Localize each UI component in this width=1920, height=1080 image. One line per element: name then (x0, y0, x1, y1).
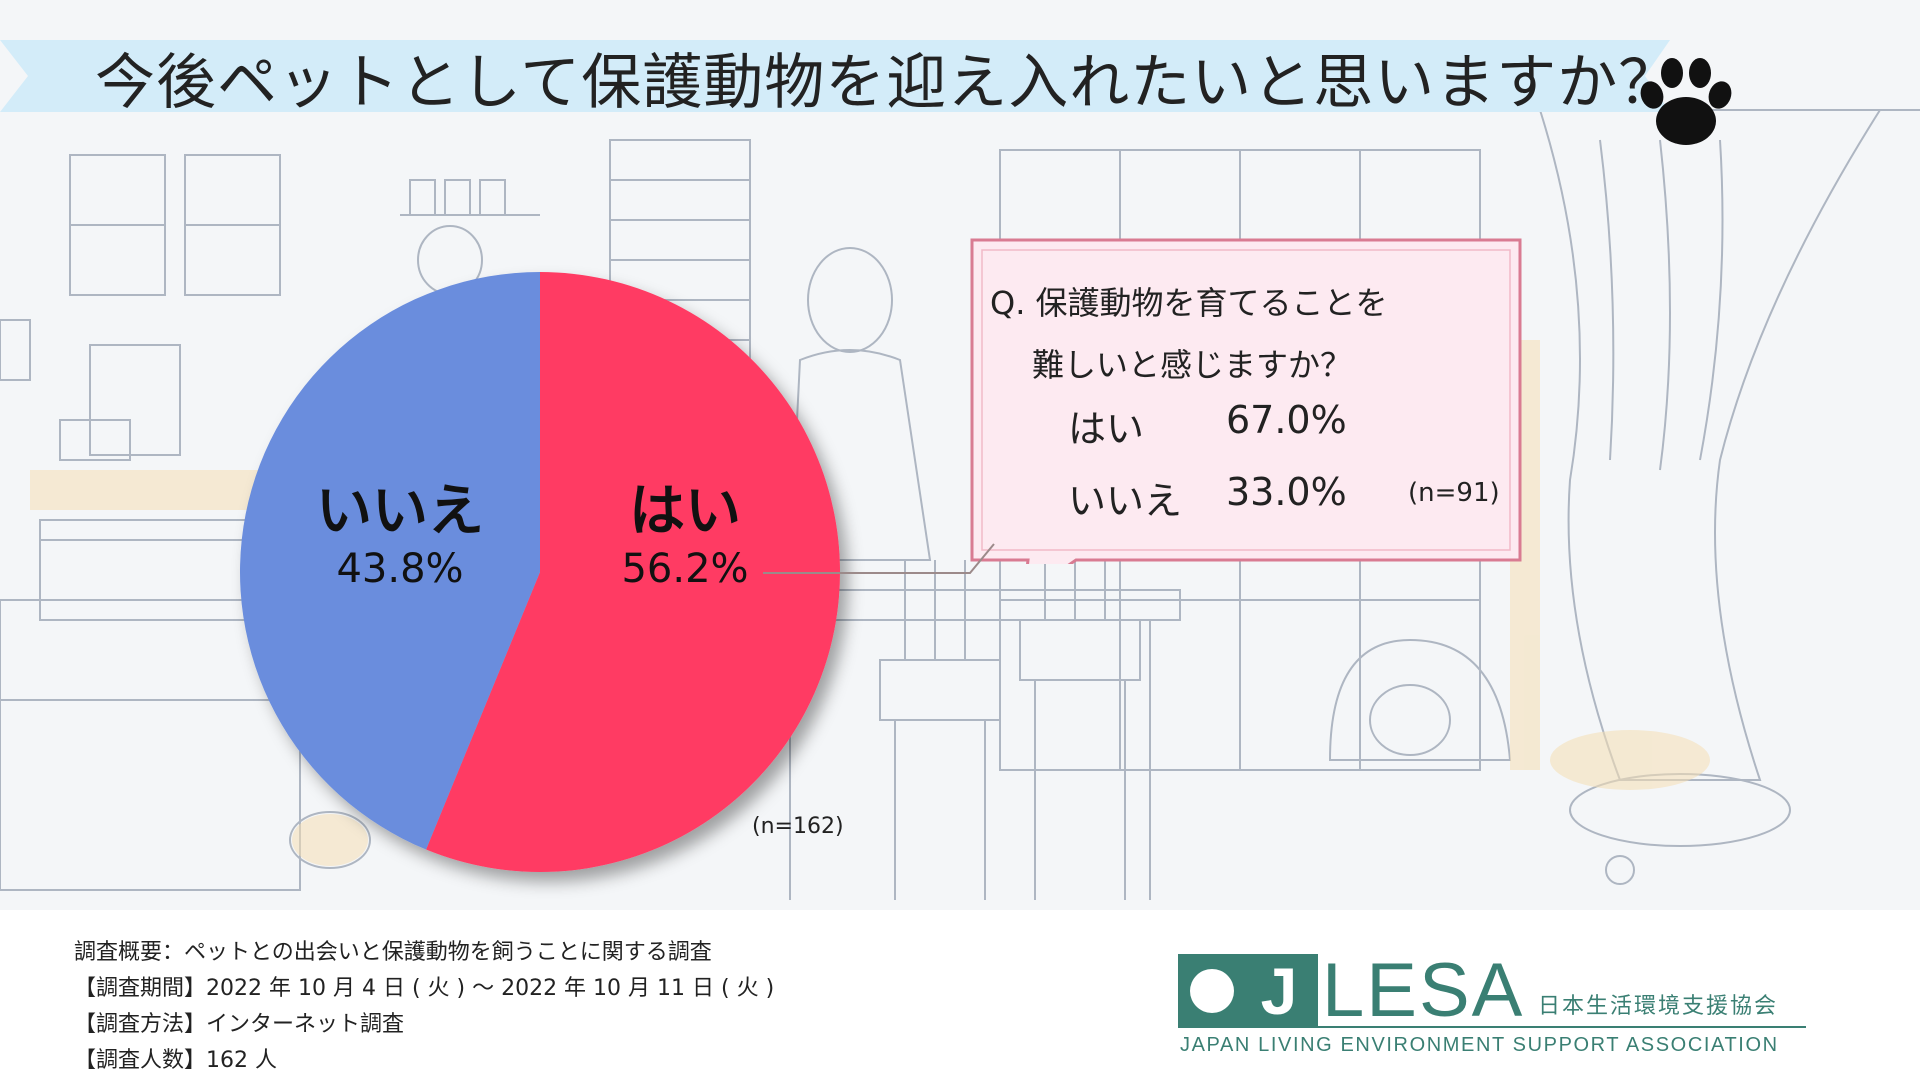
callout-question-line2: 難しいと感じますか？ (1032, 346, 1353, 384)
pie-slice-no (239, 272, 540, 850)
logo-j: J (1260, 954, 1298, 1028)
logo-name-ja: 日本生活環境支援協会 (1538, 994, 1779, 1019)
sample-size-callout: (n=91) (1408, 478, 1500, 508)
callout-answer-no-value: 33.0% (1226, 470, 1347, 514)
logo-lesa: LESA (1322, 948, 1525, 1033)
logo-divider (1178, 1026, 1806, 1028)
callout-pointer (846, 543, 995, 574)
survey-count: 【調査人数】162 人 (74, 1048, 277, 1073)
pie-label-yes-category: はい (629, 479, 741, 544)
callout-question-line1: Q. 保護動物を育てることを (990, 284, 1388, 322)
survey-overview: 調査概要：ペットとの出会いと保護動物を飼うことに関する調査 (74, 940, 712, 965)
pie-label-yes: はい 56.2% (590, 480, 780, 594)
sample-size-main: (n=162) (752, 814, 844, 839)
paw-icon (1640, 58, 1732, 145)
pie-label-no: いいえ 43.8% (290, 480, 510, 594)
pie-label-yes-percent: 56.2% (621, 546, 749, 592)
title-banner (0, 40, 1670, 112)
callout-answer-yes-value: 67.0% (1226, 398, 1347, 442)
pie-label-no-percent: 43.8% (336, 546, 464, 592)
page-title: 今後ペットとして保護動物を迎え入れたいと思いますか？ (95, 48, 1680, 118)
survey-method: 【調査方法】インターネット調査 (74, 1012, 405, 1037)
logo-circle (1190, 969, 1234, 1013)
callout-answer-no-label: いいえ (1068, 479, 1183, 523)
pie-slice-yes (426, 272, 841, 872)
pie-label-no-category: いいえ (316, 479, 484, 544)
callout-answer-yes-label: はい (1068, 407, 1145, 451)
logo-name-en: JAPAN LIVING ENVIRONMENT SUPPORT ASSOCIA… (1180, 1034, 1779, 1056)
survey-period: 【調査期間】2022 年 10 月 4 日 ( 火 ) ～ 2022 年 10 … (74, 976, 775, 1001)
